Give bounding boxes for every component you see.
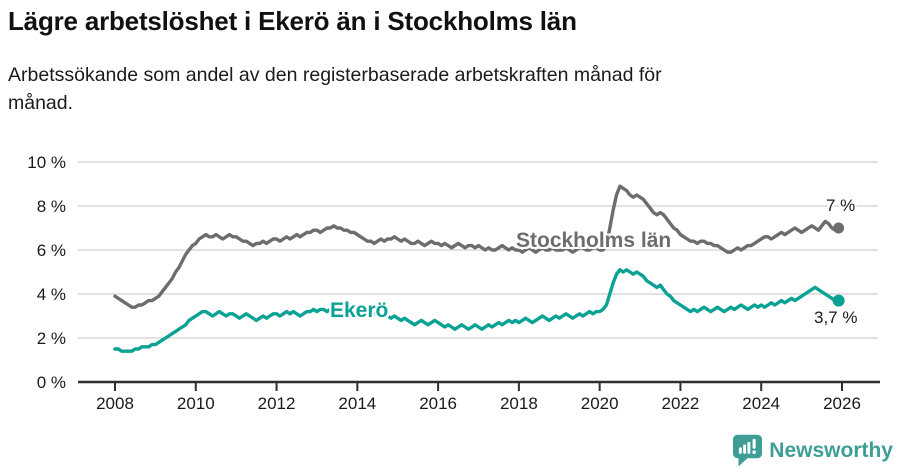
stockholm-line [113,184,841,309]
stockholm-end-dot [833,222,845,234]
page-subtitle: Arbetssökande som andel av den registerb… [8,64,662,114]
newsworthy-logo: Newsworthy [733,434,893,468]
newsworthy-bubble-barchart-icon [733,434,763,467]
x-axis-tick-label: 2024 [742,394,780,413]
x-axis-tick-label: 2026 [823,394,861,413]
ekero-end-value-label: 3,7 % [814,308,858,327]
y-axis-tick-label: 8 % [37,197,66,216]
x-axis-tick-label: 2014 [338,394,376,413]
y-axis-tick-label: 6 % [37,241,66,260]
y-axis-tick-label: 0 % [37,373,66,392]
x-axis-tick-label: 2018 [500,394,538,413]
x-axis-tick-label: 2022 [662,394,700,413]
ekero-series-label: Ekerö [330,299,389,322]
y-axis-tick-label: 10 % [27,153,66,172]
ekero-end-dot [832,294,845,307]
brand-name: Newsworthy [769,439,893,462]
page-title: Lägre arbetslöshet i Ekerö än i Stockhol… [8,6,577,36]
x-axis-tick-label: 2012 [258,394,296,413]
y-axis-tick-label: 2 % [37,329,66,348]
ekero-line [113,268,841,353]
x-axis-tick-label: 2016 [419,394,457,413]
y-axis-tick-label: 4 % [37,285,66,304]
x-axis-tick-label: 2010 [177,394,215,413]
stockholm-end-value-label: 7 % [826,196,856,215]
x-axis-tick-label: 2020 [581,394,619,413]
stockholm-series-label: Stockholms län [516,229,672,252]
x-axis-tick-label: 2008 [96,394,134,413]
